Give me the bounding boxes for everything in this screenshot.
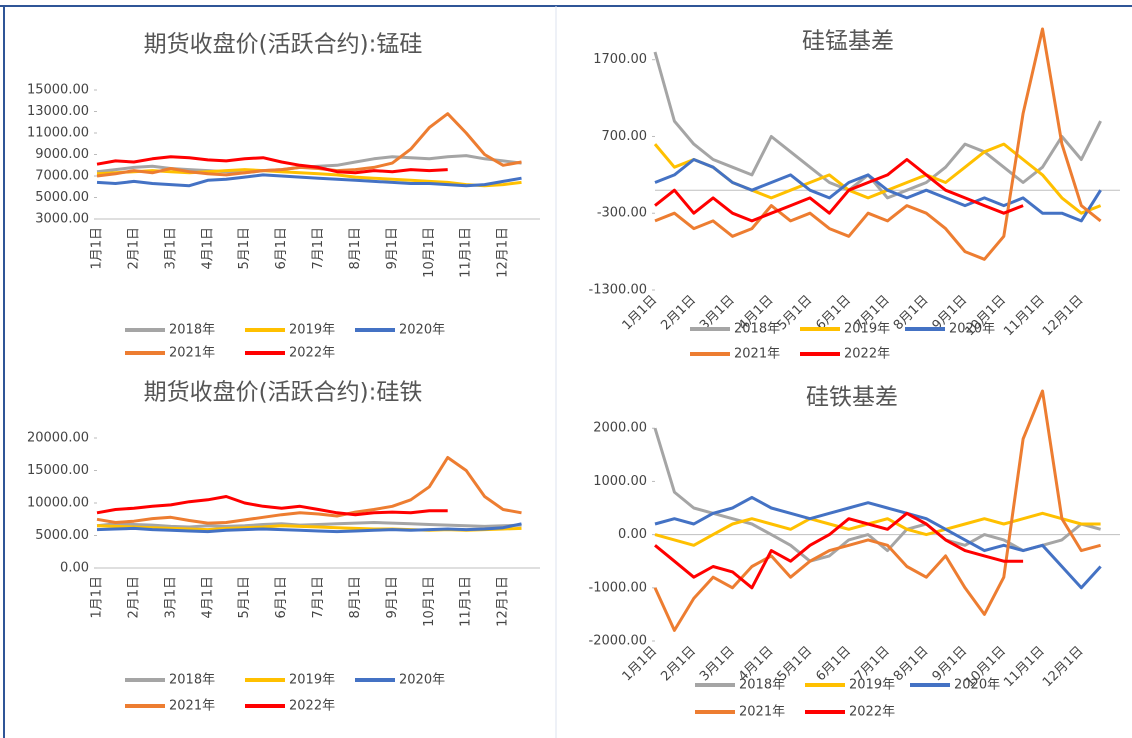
x-tick-label: 2月1日 (126, 227, 141, 270)
x-tick-label: 1月1日 (620, 293, 661, 334)
x-tick-label: 11月1日 (459, 576, 474, 627)
chart-title: 硅锰基差 (802, 29, 894, 55)
x-tick-label: 1月1日 (90, 227, 105, 270)
series-line (96, 168, 522, 188)
x-tick-label: 1月1日 (620, 644, 661, 685)
y-tick-label: 3000.00 (35, 212, 89, 227)
legend-label: 2019年 (849, 678, 895, 693)
legend-label: 2022年 (849, 705, 895, 720)
y-tick-label: 1000.00 (593, 474, 647, 489)
legend-label: 2019年 (289, 323, 335, 338)
y-tick-label: 7000.00 (35, 169, 89, 184)
legend-label: 2021年 (169, 346, 215, 361)
legend-label: 2021年 (169, 699, 215, 714)
series-line (96, 521, 522, 529)
y-tick-label: 9000.00 (35, 147, 89, 162)
y-tick-label: 5000.00 (35, 528, 89, 543)
x-tick-label: 11月1日 (1001, 293, 1048, 340)
series-line (653, 51, 1102, 200)
series-line (96, 522, 522, 534)
x-tick-label: 7月1日 (311, 576, 326, 619)
x-tick-label: 11月1日 (1001, 644, 1048, 691)
series-line (654, 158, 1024, 223)
x-tick-label: 10月1日 (422, 576, 437, 627)
x-tick-label: 8月1日 (348, 227, 363, 270)
series-line (96, 155, 448, 175)
chart-title: 期货收盘价(活跃合约):硅铁 (144, 380, 423, 406)
y-tick-label: 20000.00 (27, 431, 89, 446)
legend-label: 2020年 (954, 678, 1000, 693)
y-tick-label: -1000.00 (589, 580, 647, 595)
y-tick-label: 1700.00 (593, 52, 647, 67)
x-tick-label: 12月1日 (1040, 293, 1087, 340)
x-tick-label: 6月1日 (274, 576, 289, 619)
x-tick-label: 7月1日 (311, 227, 326, 270)
y-tick-label: 11000.00 (27, 126, 89, 141)
legend-label: 2019年 (844, 322, 890, 337)
x-tick-label: 1月1日 (90, 576, 105, 619)
series-line (654, 495, 1102, 590)
x-tick-label: 5月1日 (237, 227, 252, 270)
y-tick-label: 2000.00 (593, 421, 647, 436)
x-tick-label: 9月1日 (385, 227, 400, 270)
legend-label: 2018年 (169, 673, 215, 688)
series-line (96, 495, 448, 517)
x-tick-label: 4月1日 (200, 227, 215, 270)
y-tick-label: -1300.00 (589, 283, 647, 298)
legend-label: 2018年 (169, 323, 215, 338)
y-tick-label: 15000.00 (27, 83, 89, 98)
legend-label: 2018年 (734, 322, 780, 337)
legend-label: 2019年 (289, 673, 335, 688)
x-tick-label: 10月1日 (422, 227, 437, 278)
x-tick-label: 12月1日 (1040, 644, 1087, 691)
series-line (654, 511, 1101, 547)
x-tick-label: 2月1日 (658, 644, 699, 685)
legend-label: 2022年 (844, 347, 890, 362)
series-line (96, 112, 522, 178)
y-tick-label: 0.00 (60, 561, 89, 576)
y-tick-label: -300.00 (597, 206, 647, 221)
x-tick-label: 4月1日 (200, 576, 215, 619)
series-line (654, 158, 1102, 223)
series-line (654, 511, 1024, 590)
series-line (96, 173, 522, 188)
x-tick-label: 6月1日 (813, 644, 854, 685)
y-tick-label: 0.00 (618, 527, 647, 542)
x-tick-label: 3月1日 (163, 576, 178, 619)
series-line (653, 389, 1101, 632)
chart-title: 期货收盘价(活跃合约):锰硅 (144, 32, 423, 58)
x-tick-label: 12月1日 (496, 227, 511, 278)
y-tick-label: 5000.00 (35, 190, 89, 205)
legend-label: 2018年 (739, 678, 785, 693)
legend-label: 2020年 (949, 322, 995, 337)
y-tick-label: 15000.00 (27, 463, 89, 478)
x-tick-label: 9月1日 (385, 576, 400, 619)
x-tick-label: 8月1日 (348, 576, 363, 619)
y-tick-label: -2000.00 (589, 634, 647, 649)
series-line (96, 456, 522, 525)
series-line (654, 27, 1102, 261)
chart-title: 硅铁基差 (806, 385, 898, 411)
y-tick-label: 13000.00 (27, 104, 89, 119)
x-tick-label: 11月1日 (459, 227, 474, 278)
x-tick-label: 8月1日 (891, 644, 932, 685)
y-tick-label: 700.00 (602, 129, 648, 144)
y-tick-label: 10000.00 (27, 496, 89, 511)
legend-label: 2020年 (399, 323, 445, 338)
x-tick-label: 5月1日 (237, 576, 252, 619)
x-tick-label: 3月1日 (163, 227, 178, 270)
x-tick-label: 3月1日 (697, 644, 738, 685)
legend-label: 2022年 (289, 346, 335, 361)
x-tick-label: 12月1日 (496, 576, 511, 627)
legend-label: 2021年 (739, 705, 785, 720)
legend-label: 2022年 (289, 699, 335, 714)
legend-label: 2020年 (399, 673, 445, 688)
x-tick-label: 6月1日 (274, 227, 289, 270)
legend-label: 2021年 (734, 347, 780, 362)
x-tick-label: 2月1日 (126, 576, 141, 619)
